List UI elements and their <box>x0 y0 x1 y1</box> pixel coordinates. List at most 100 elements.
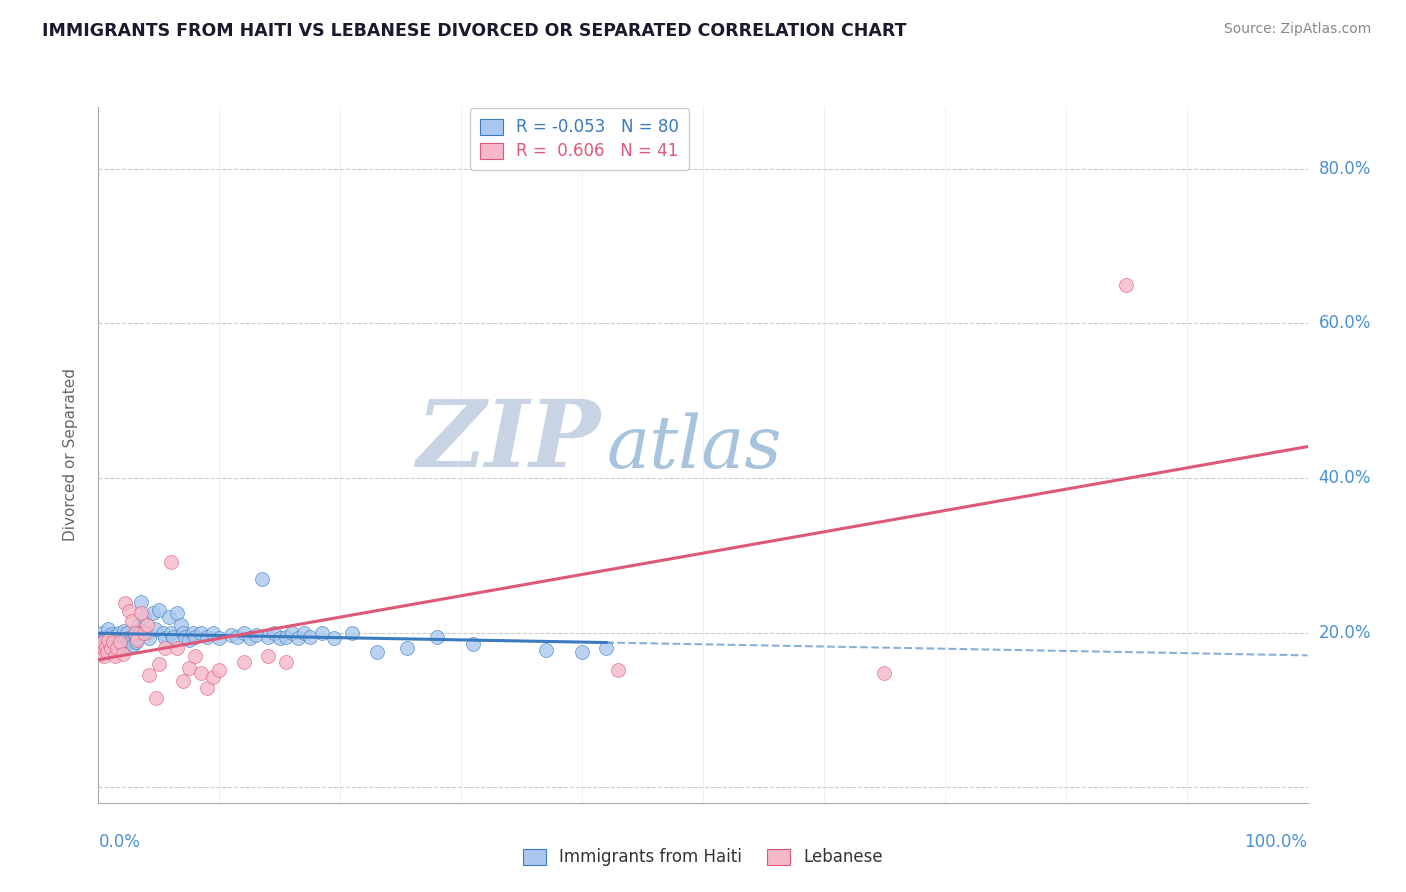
Point <box>311 625 333 640</box>
Text: Source: ZipAtlas.com: Source: ZipAtlas.com <box>1223 22 1371 37</box>
Point <box>232 655 254 669</box>
Point <box>160 555 183 569</box>
Point <box>181 625 204 640</box>
Point <box>221 628 243 642</box>
Point <box>226 630 249 644</box>
Point <box>274 630 297 644</box>
Point <box>166 607 188 621</box>
Point <box>101 635 124 649</box>
Point <box>90 637 112 651</box>
Point <box>245 628 267 642</box>
Point <box>263 625 285 640</box>
Point <box>105 635 128 649</box>
Point <box>108 640 131 654</box>
Point <box>169 618 191 632</box>
Point <box>298 630 321 644</box>
Point <box>395 641 418 656</box>
Point <box>93 633 115 648</box>
Point <box>96 645 118 659</box>
Point <box>172 673 194 688</box>
Point <box>98 632 121 646</box>
Point <box>148 657 170 671</box>
Point <box>125 635 148 649</box>
Point <box>108 625 131 640</box>
Point <box>91 635 114 649</box>
Point <box>135 625 157 640</box>
Point <box>157 610 180 624</box>
Point <box>269 631 291 645</box>
Point <box>129 607 152 621</box>
Point <box>287 631 309 645</box>
Point <box>160 625 183 640</box>
Text: IMMIGRANTS FROM HAITI VS LEBANESE DIVORCED OR SEPARATED CORRELATION CHART: IMMIGRANTS FROM HAITI VS LEBANESE DIVORC… <box>42 22 907 40</box>
Point <box>96 640 118 654</box>
Point <box>127 633 149 648</box>
Point <box>195 681 218 696</box>
Point <box>366 645 388 659</box>
Point <box>153 631 176 645</box>
Point <box>104 629 127 643</box>
Point <box>274 655 297 669</box>
Point <box>152 625 174 640</box>
Point <box>100 641 122 656</box>
Point <box>134 610 156 624</box>
Point <box>142 607 165 621</box>
Point <box>107 631 129 645</box>
Point <box>93 648 115 663</box>
Point <box>256 648 278 663</box>
Point <box>118 635 141 649</box>
Point <box>117 625 139 640</box>
Point <box>873 665 896 680</box>
Point <box>172 625 194 640</box>
Point <box>595 641 617 656</box>
Point <box>91 637 114 651</box>
Point <box>323 631 346 645</box>
Point <box>127 618 149 632</box>
Point <box>114 637 136 651</box>
Text: 40.0%: 40.0% <box>1319 469 1371 487</box>
Point <box>607 663 630 677</box>
Point <box>94 640 117 654</box>
Point <box>292 625 315 640</box>
Text: 100.0%: 100.0% <box>1244 833 1308 851</box>
Point <box>104 648 127 663</box>
Point <box>153 641 176 656</box>
Text: 60.0%: 60.0% <box>1319 315 1371 333</box>
Point <box>111 647 134 661</box>
Point <box>148 602 170 616</box>
Point <box>121 633 143 648</box>
Point <box>108 635 131 649</box>
Point <box>426 630 449 644</box>
Point <box>342 625 364 640</box>
Point <box>239 631 262 645</box>
Point <box>129 595 152 609</box>
Point <box>208 631 231 645</box>
Y-axis label: Divorced or Separated: Divorced or Separated <box>63 368 77 541</box>
Point <box>143 622 166 636</box>
Point <box>101 633 124 648</box>
Text: atlas: atlas <box>606 413 782 483</box>
Point <box>232 625 254 640</box>
Point <box>202 625 225 640</box>
Point <box>1115 277 1137 292</box>
Point <box>89 642 111 657</box>
Point <box>190 665 212 680</box>
Text: ZIP: ZIP <box>416 396 600 486</box>
Point <box>463 637 485 651</box>
Point <box>115 631 138 645</box>
Legend: R = -0.053   N = 80, R =  0.606   N = 41: R = -0.053 N = 80, R = 0.606 N = 41 <box>470 109 689 170</box>
Point <box>571 645 593 659</box>
Point <box>103 640 125 654</box>
Point <box>128 625 150 640</box>
Point <box>124 625 146 640</box>
Point <box>177 660 201 674</box>
Point <box>256 630 278 644</box>
Point <box>190 625 212 640</box>
Point <box>91 625 114 640</box>
Point <box>184 630 207 644</box>
Point <box>97 622 120 636</box>
Point <box>281 625 304 640</box>
Point <box>122 638 145 652</box>
Point <box>174 630 197 644</box>
Point <box>100 637 122 651</box>
